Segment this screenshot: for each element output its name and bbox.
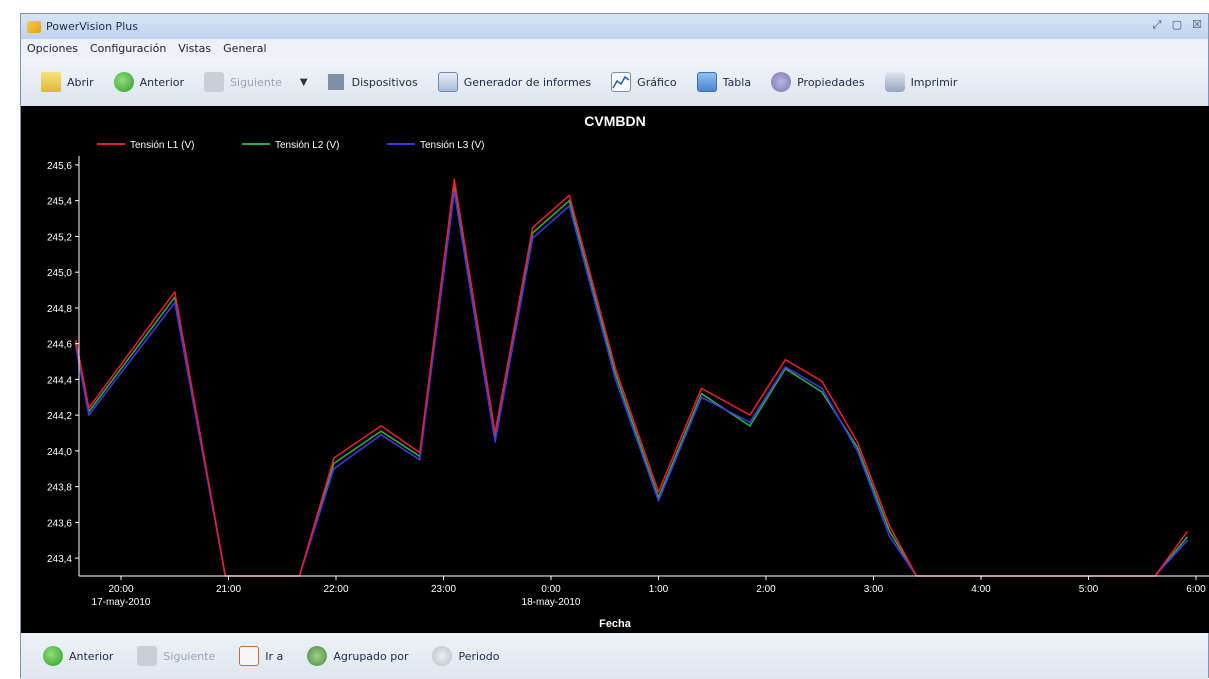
y-tick-label: 243,8	[47, 483, 72, 494]
back-arrow-icon	[113, 72, 134, 92]
x-tick-label: 4:00	[971, 584, 991, 595]
chart-legend: Tensión L1 (V) Tensión L2 (V) Tensión L3 (…	[97, 140, 484, 151]
x-tick-date-label: 17-may-2010	[92, 597, 151, 608]
menu-opciones[interactable]: Opciones	[27, 42, 78, 55]
y-tick-label: 243,4	[47, 554, 72, 565]
forward-arrow-icon	[204, 72, 225, 92]
x-tick-label: 6:00	[1186, 584, 1206, 595]
y-tick-label: 245,0	[47, 268, 72, 279]
y-tick-label: 245,2	[47, 232, 72, 243]
x-tick-label: 0:00	[541, 584, 561, 595]
app-logo-icon	[27, 20, 41, 33]
properties-icon	[771, 72, 792, 92]
menu-configuracion[interactable]: Configuración	[89, 42, 167, 55]
properties-label: Propiedades	[797, 75, 865, 89]
series-line-2	[75, 185, 1189, 577]
y-tick-label: 244,6	[47, 340, 72, 351]
x-axis-label: Fecha	[599, 618, 632, 630]
goto-label: Ir a	[265, 649, 284, 663]
legend-label-1: Tensión L1 (V)	[130, 140, 194, 151]
y-tick-label: 244,0	[47, 447, 72, 458]
report-generator-label: Generador de informes	[463, 75, 592, 89]
window-title: PowerVision Plus	[46, 20, 138, 33]
x-tick-label: 3:00	[864, 584, 884, 595]
close-icon[interactable]: ☒	[1192, 18, 1202, 31]
y-tick-label: 244,8	[47, 304, 72, 315]
open-button[interactable]: Abrir	[33, 68, 102, 96]
report-icon	[437, 72, 458, 92]
previous-button[interactable]: Anterior	[106, 68, 192, 96]
restore-icon[interactable]: ⤢	[1152, 18, 1162, 31]
previous-label: Anterior	[139, 75, 185, 89]
title-bar: PowerVision Plus ⤢ ▢ ☒	[21, 14, 1208, 39]
y-tick-label: 244,2	[47, 411, 72, 422]
x-tick-label: 5:00	[1079, 584, 1099, 595]
properties-button[interactable]: Propiedades	[763, 68, 872, 96]
legend-label-3: Tensión L3 (V)	[420, 140, 484, 151]
x-tick-date-label: 18-may-2010	[522, 597, 581, 608]
nav-next-button[interactable]: Siguiente	[129, 642, 223, 670]
forward-arrow-icon	[137, 646, 158, 666]
series-line-1	[75, 178, 1189, 577]
line-chart-icon	[611, 72, 632, 92]
menu-bar: Opciones Configuración Vistas General	[21, 39, 1208, 58]
devices-label: Dispositivos	[351, 75, 418, 89]
x-tick-label: 22:00	[323, 584, 348, 595]
back-arrow-icon	[43, 646, 63, 666]
y-tick-label: 245,6	[47, 161, 72, 172]
next-button[interactable]: Siguiente	[196, 68, 290, 96]
menu-vistas[interactable]: Vistas	[178, 42, 212, 55]
y-tick-label: 243,6	[47, 518, 72, 529]
table-icon	[696, 72, 717, 92]
x-tick-label: 2:00	[756, 584, 776, 595]
chart-label: Gráfico	[637, 75, 677, 89]
print-label: Imprimir	[910, 75, 958, 89]
x-tick-label: 20:00	[108, 584, 133, 595]
report-generator-button[interactable]: Generador de informes	[430, 68, 599, 96]
window-controls: ⤢ ▢ ☒	[1150, 18, 1204, 32]
group-by-label: Agrupado por	[333, 649, 409, 663]
menu-general[interactable]: General	[223, 42, 267, 55]
x-tick-label: 1:00	[649, 584, 669, 595]
app-window: PowerVision Plus ⤢ ▢ ☒ Opciones Configur…	[20, 13, 1209, 679]
chevron-down-icon[interactable]: ▼	[299, 76, 308, 88]
main-toolbar: Abrir Anterior Siguiente ▼ Dispositivos …	[21, 58, 1208, 106]
nav-next-label: Siguiente	[163, 649, 216, 663]
period-label: Periodo	[458, 649, 500, 663]
chart-svg: 245,6 245,4 245,2 245,0 244,8 244,6 244,4 244,2…	[47, 113, 1209, 630]
series-line-3	[75, 190, 1188, 577]
x-tick-label: 21:00	[216, 584, 241, 595]
legend-label-2: Tensión L2 (V)	[275, 140, 339, 151]
maximize-icon[interactable]: ▢	[1171, 18, 1183, 31]
next-label: Siguiente	[230, 75, 282, 89]
y-tick-label: 245,4	[47, 197, 72, 208]
group-icon	[307, 646, 328, 666]
calendar-icon	[239, 646, 260, 666]
voltage-chart[interactable]: 245,6 245,4 245,2 245,0 244,8 244,6 244,4 244,2…	[21, 106, 1209, 633]
table-button[interactable]: Tabla	[689, 68, 759, 96]
print-button[interactable]: Imprimir	[877, 68, 966, 96]
table-label: Tabla	[722, 75, 752, 89]
device-icon	[325, 72, 346, 92]
group-by-button[interactable]: Agrupado por	[299, 642, 416, 670]
chart-button[interactable]: Gráfico	[603, 68, 685, 96]
chart-title: CVMBDN	[584, 113, 645, 129]
clock-icon	[432, 646, 453, 666]
open-label: Abrir	[67, 75, 94, 89]
nav-previous-label: Anterior	[69, 649, 114, 663]
devices-button[interactable]: Dispositivos	[318, 68, 426, 96]
y-tick-label: 244,4	[47, 375, 72, 386]
period-button[interactable]: Periodo	[424, 642, 507, 670]
goto-button[interactable]: Ir a	[231, 642, 291, 670]
folder-open-icon	[41, 72, 61, 92]
printer-icon	[884, 72, 905, 92]
x-tick-label: 23:00	[431, 584, 456, 595]
nav-previous-button[interactable]: Anterior	[35, 642, 121, 670]
navigation-bar: Anterior Siguiente Ir a Agrupado por Per…	[21, 633, 1208, 679]
